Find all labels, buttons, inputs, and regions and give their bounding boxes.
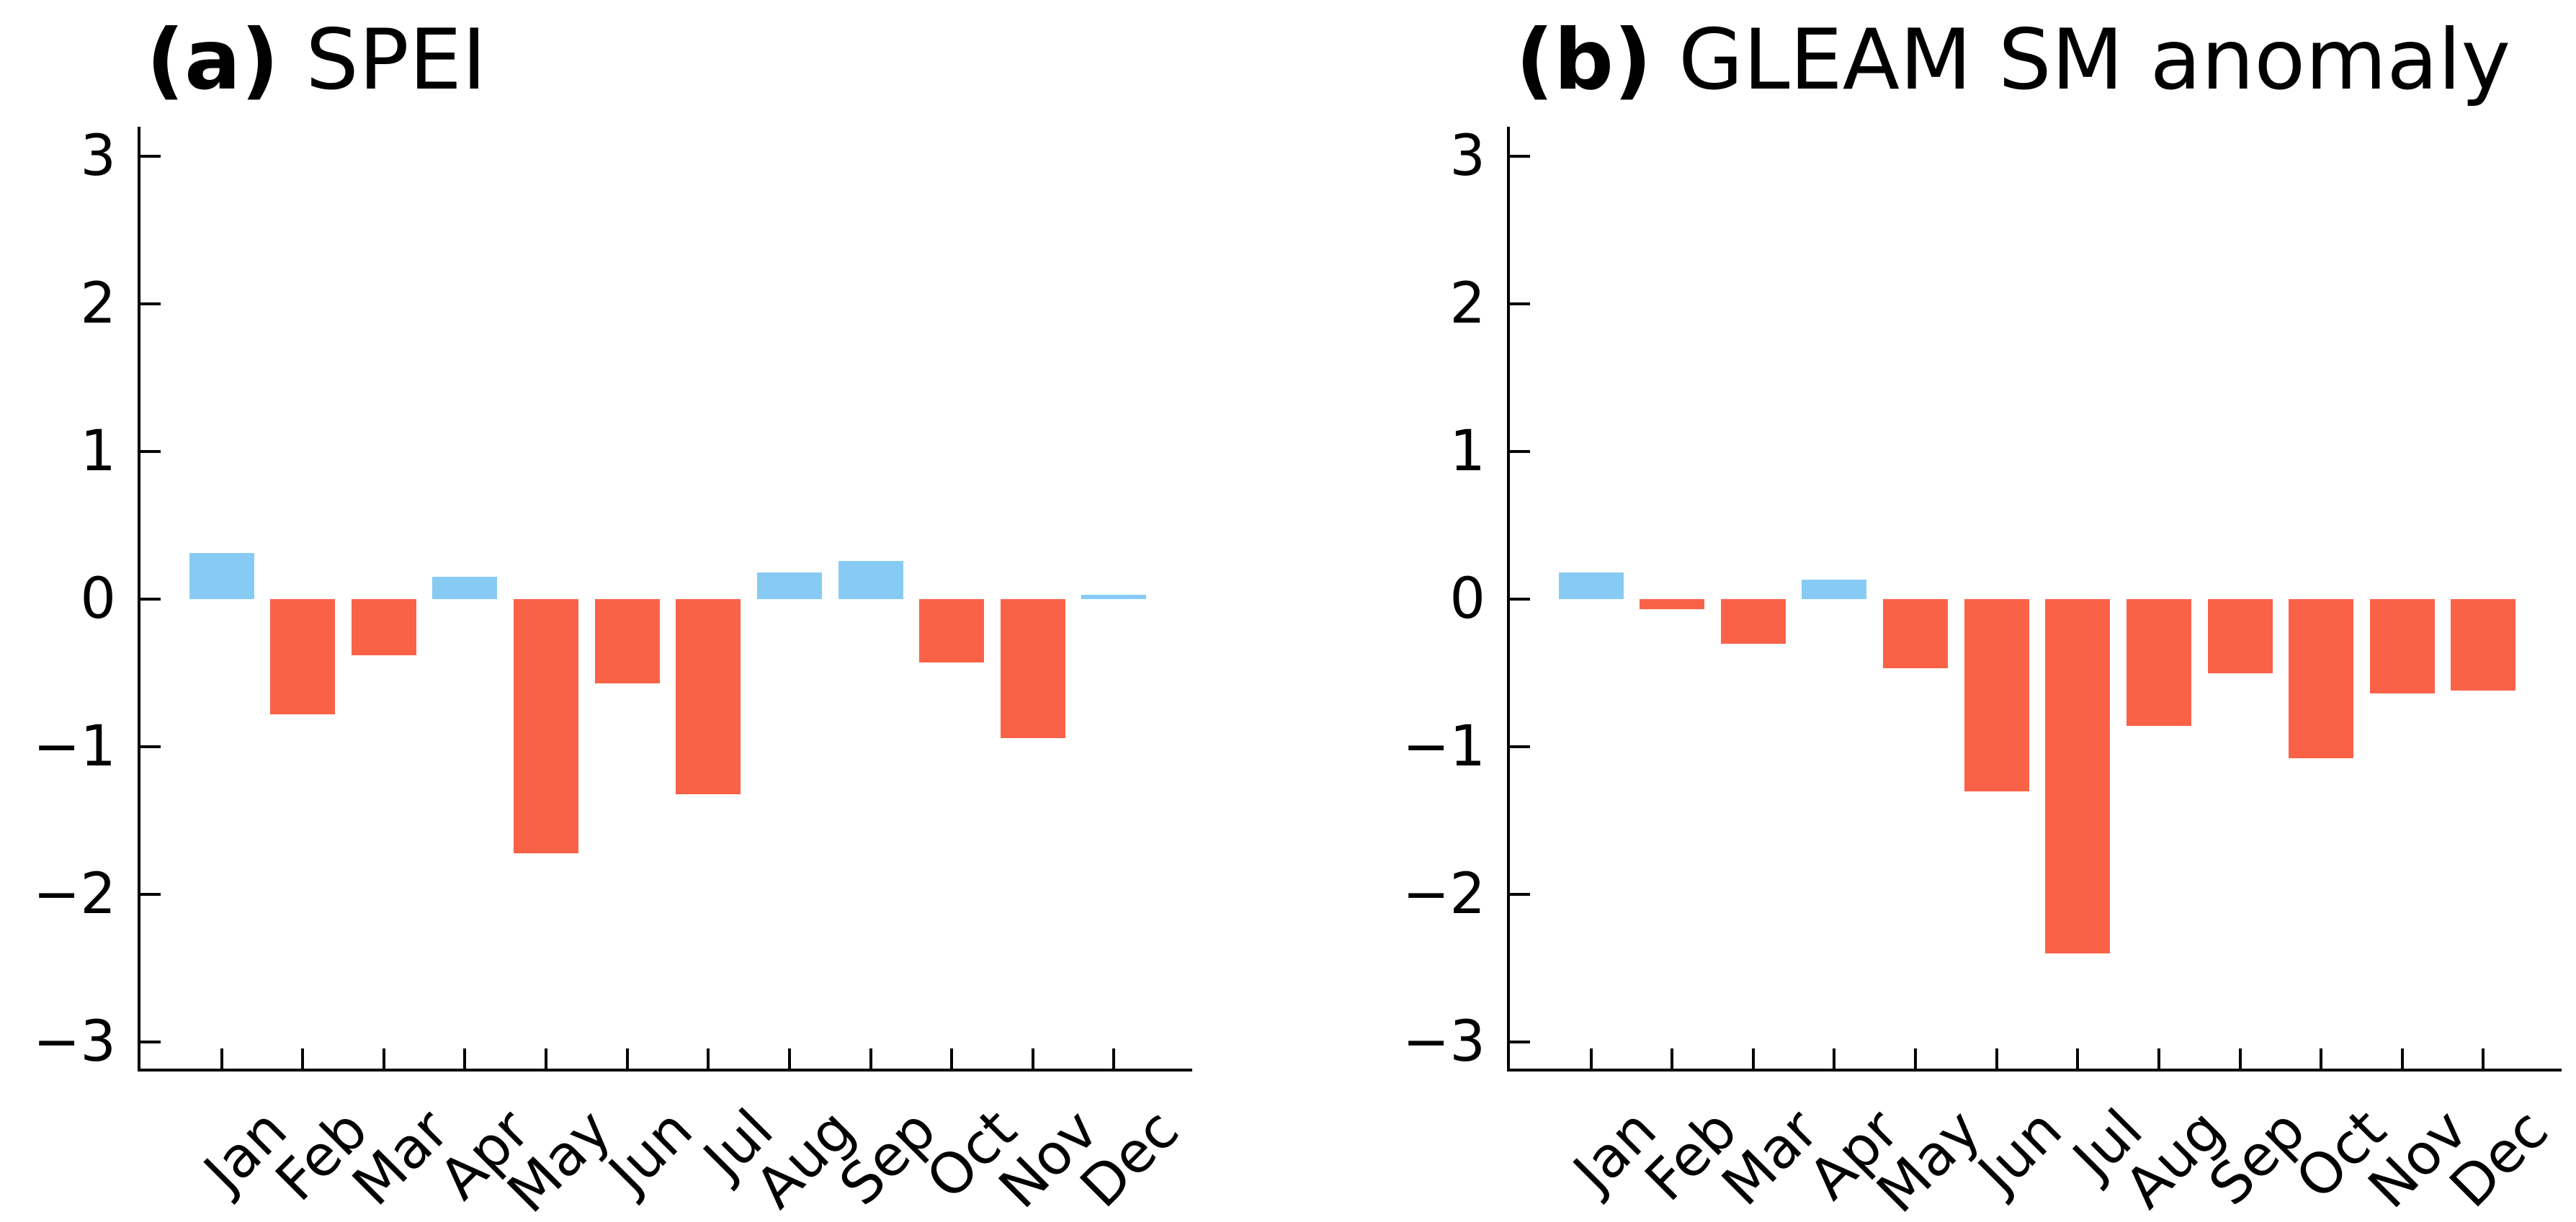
bar-b-dec (2451, 599, 2515, 691)
bar-a-jan (189, 553, 254, 599)
x-tick-b-dec (2482, 1048, 2485, 1069)
y-tick-label-a-−2: −2 (33, 862, 116, 927)
x-tick-b-jan (1590, 1048, 1593, 1069)
y-tick-a-0 (140, 598, 161, 601)
bar-a-sep (838, 560, 903, 599)
y-tick-a-−3 (140, 1041, 161, 1043)
bar-a-dec (1081, 594, 1146, 599)
y-tick-b-−2 (1510, 893, 1530, 896)
bar-a-jun (595, 599, 660, 683)
x-tick-a-may (545, 1048, 547, 1069)
x-tick-a-jul (707, 1048, 710, 1069)
y-tick-a-2 (140, 302, 161, 305)
x-tick-b-sep (2239, 1048, 2242, 1069)
y-tick-a-−1 (140, 745, 161, 748)
y-tick-label-a-0: 0 (80, 567, 116, 632)
bar-a-feb (270, 599, 335, 714)
bar-a-nov (1001, 599, 1065, 738)
bar-b-may (1883, 599, 1948, 669)
plot-area-spei (138, 127, 1192, 1072)
bar-a-mar (352, 599, 416, 655)
y-tick-b-0 (1510, 598, 1530, 601)
y-tick-label-b-−3: −3 (1403, 1010, 1485, 1074)
bar-a-apr (432, 577, 497, 599)
bar-b-nov (2370, 599, 2435, 694)
bar-b-feb (1640, 599, 1704, 610)
x-tick-b-jun (1995, 1048, 1998, 1069)
y-tick-label-a-−3: −3 (33, 1010, 116, 1074)
panel-b-title-text (1652, 12, 1678, 109)
y-tick-label-b-0: 0 (1449, 567, 1485, 632)
x-tick-a-jun (626, 1048, 629, 1069)
y-tick-label-b-−1: −1 (1403, 714, 1485, 779)
x-tick-b-mar (1752, 1048, 1755, 1069)
bar-a-may (514, 599, 578, 853)
y-tick-b-3 (1510, 155, 1530, 158)
x-tick-a-dec (1112, 1048, 1115, 1069)
bar-b-oct (2289, 599, 2353, 759)
bar-b-jun (1964, 599, 2029, 791)
y-tick-b-−3 (1510, 1041, 1530, 1043)
y-tick-label-a-3: 3 (80, 124, 116, 189)
panel-b-title: (b) GLEAM SM anomaly (1516, 16, 2510, 105)
y-tick-b-1 (1510, 450, 1530, 453)
y-tick-label-b-2: 2 (1449, 271, 1485, 336)
bar-a-oct (919, 599, 984, 663)
x-tick-a-aug (788, 1048, 791, 1069)
plot-area-gleam (1507, 127, 2562, 1072)
x-tick-b-oct (2320, 1048, 2322, 1069)
panel-a-title-main: SPEI (305, 12, 487, 109)
panel-a-title: (a) SPEI (146, 16, 486, 105)
x-tick-b-apr (1833, 1048, 1835, 1069)
x-tick-a-feb (301, 1048, 304, 1069)
y-tick-label-a-1: 1 (80, 419, 116, 484)
bar-b-sep (2208, 599, 2273, 673)
x-tick-a-sep (869, 1048, 872, 1069)
panel-a-title-text (279, 12, 305, 109)
bar-a-jul (676, 599, 741, 794)
bar-b-aug (2126, 599, 2191, 727)
y-tick-label-b-3: 3 (1449, 124, 1485, 189)
y-tick-label-b-−2: −2 (1403, 862, 1485, 927)
x-tick-a-nov (1032, 1048, 1034, 1069)
y-tick-a-1 (140, 450, 161, 453)
y-tick-label-a-2: 2 (80, 271, 116, 336)
x-tick-a-apr (463, 1048, 466, 1069)
x-tick-b-may (1914, 1048, 1917, 1069)
x-tick-a-mar (383, 1048, 385, 1069)
x-tick-b-nov (2401, 1048, 2404, 1069)
panel-b-title-main: GLEAM SM anomaly (1678, 12, 2511, 109)
panel-b-label: (b) (1516, 12, 1653, 109)
x-tick-b-aug (2157, 1048, 2160, 1069)
y-tick-label-b-1: 1 (1449, 419, 1485, 484)
y-tick-b-−1 (1510, 745, 1530, 748)
x-tick-a-oct (950, 1048, 953, 1069)
bar-b-jan (1559, 572, 1624, 599)
y-tick-a-−2 (140, 893, 161, 896)
bar-b-apr (1802, 580, 1866, 599)
bar-b-mar (1721, 599, 1786, 644)
x-tick-b-jul (2076, 1048, 2079, 1069)
bar-b-jul (2045, 599, 2110, 953)
x-tick-a-jan (220, 1048, 223, 1069)
y-tick-a-3 (140, 155, 161, 158)
panel-a-label: (a) (146, 12, 279, 109)
y-tick-b-2 (1510, 302, 1530, 305)
x-tick-b-feb (1671, 1048, 1673, 1069)
bar-a-aug (757, 572, 822, 599)
y-tick-label-a-−1: −1 (33, 714, 116, 779)
